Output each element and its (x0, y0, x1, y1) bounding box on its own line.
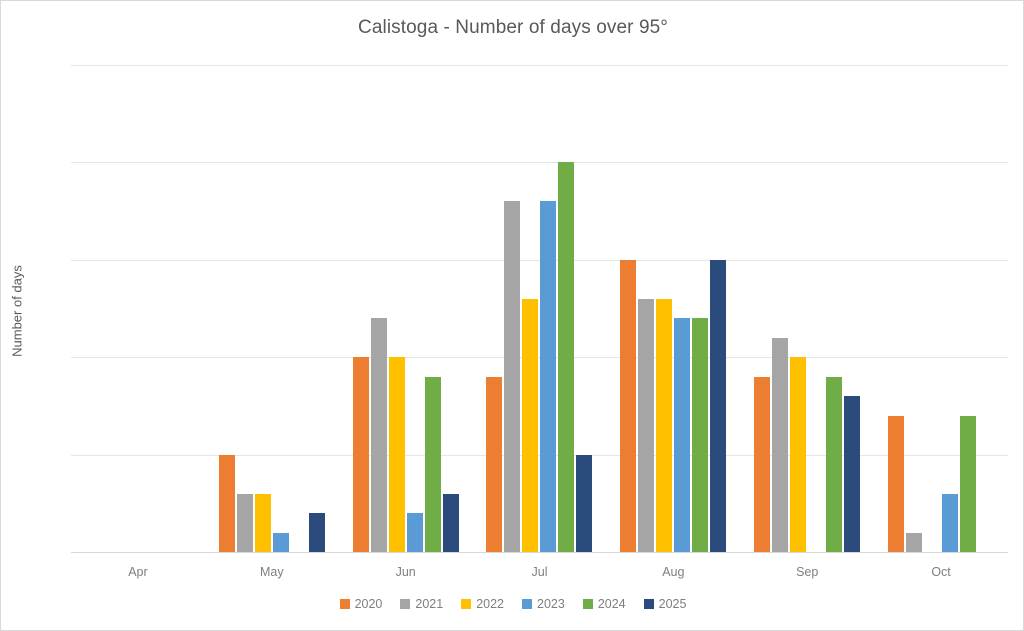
bar-group-aug (606, 65, 740, 552)
bar-jun-2020[interactable] (352, 357, 369, 552)
x-axis-label-apr: Apr (128, 565, 148, 579)
bar-aug-2025[interactable] (710, 259, 727, 552)
bar-jun-2025[interactable] (442, 493, 459, 552)
bar-may-2021[interactable] (236, 493, 253, 552)
bar-group-oct (874, 65, 1008, 552)
bar-jul-2020[interactable] (486, 376, 503, 552)
bar-sep-2020[interactable] (754, 376, 771, 552)
bar-aug-2020[interactable] (620, 259, 637, 552)
bar-group-may (205, 65, 339, 552)
x-axis-label-sep: Sep (796, 565, 819, 579)
bar-jul-2023[interactable] (540, 201, 557, 552)
legend-item-2024[interactable]: 2024 (582, 597, 626, 611)
bar-jun-2022[interactable] (388, 357, 405, 552)
bar-group-sep (740, 65, 874, 552)
bar-jul-2022[interactable] (522, 298, 539, 552)
legend-item-2025[interactable]: 2025 (643, 597, 687, 611)
plot-area: 0510152025 (71, 65, 1008, 553)
legend-label-2020: 2020 (354, 597, 383, 611)
x-axis-label-jun: Jun (395, 565, 416, 579)
legend-label-2021: 2021 (415, 597, 444, 611)
bar-oct-2020[interactable] (888, 415, 905, 552)
bar-sep-2024[interactable] (826, 376, 843, 552)
bar-aug-2023[interactable] (674, 318, 691, 552)
bar-jul-2024[interactable] (558, 162, 575, 552)
bar-aug-2022[interactable] (656, 298, 673, 552)
bar-jul-2021[interactable] (504, 201, 521, 552)
legend-label-2022: 2022 (476, 597, 504, 611)
gridline-5 (71, 454, 1008, 456)
gridline-15 (71, 259, 1008, 261)
bar-group-jun (339, 65, 473, 552)
legend-swatch-icon-2020 (339, 599, 350, 609)
x-axis-label-may: May (259, 565, 284, 579)
legend-item-2020[interactable]: 2020 (339, 597, 383, 611)
gridline-20 (71, 162, 1008, 164)
legend-swatch-icon-2024 (582, 599, 593, 609)
gridline-10 (71, 357, 1008, 359)
bar-oct-2024[interactable] (960, 415, 977, 552)
bar-jun-2024[interactable] (424, 376, 441, 552)
legend-label-2023: 2023 (537, 597, 565, 611)
bar-aug-2024[interactable] (692, 318, 709, 552)
bar-jun-2021[interactable] (370, 318, 387, 552)
legend-label-2024: 2024 (597, 597, 626, 611)
bar-sep-2025[interactable] (844, 396, 861, 552)
bar-may-2022[interactable] (254, 493, 271, 552)
bar-may-2020[interactable] (218, 454, 235, 552)
bar-group-jul (473, 65, 607, 552)
bar-sep-2021[interactable] (772, 337, 789, 552)
legend-item-2021[interactable]: 2021 (400, 597, 443, 611)
x-axis-label-oct: Oct (931, 565, 951, 579)
bar-aug-2021[interactable] (638, 298, 655, 552)
legend-swatch-icon-2021 (400, 599, 411, 609)
bar-oct-2023[interactable] (942, 493, 959, 552)
bar-group-apr (71, 65, 205, 552)
legend-swatch-icon-2022 (461, 599, 472, 609)
bar-jul-2025[interactable] (576, 454, 593, 552)
legend-item-2022[interactable]: 2022 (461, 597, 504, 611)
bar-may-2025[interactable] (308, 513, 325, 552)
chart-title: Calistoga - Number of days over 95° (358, 17, 668, 38)
x-axis-label-aug: Aug (662, 565, 685, 579)
legend-item-2023[interactable]: 2023 (522, 597, 565, 611)
legend-swatch-icon-2023 (522, 599, 532, 609)
bar-sep-2022[interactable] (790, 357, 807, 552)
x-axis-label-jul: Jul (531, 565, 548, 579)
gridline-25 (71, 65, 1008, 66)
bar-jun-2023[interactable] (406, 513, 423, 552)
legend-swatch-icon-2025 (643, 599, 654, 609)
chart-legend: 2020 2021 2022 2023 2024 2025 (1, 597, 1023, 611)
y-axis-title: Number of days (9, 265, 25, 357)
legend-label-2025: 2025 (658, 597, 687, 611)
gridline-0 (71, 552, 1008, 553)
bar-may-2023[interactable] (272, 532, 289, 552)
bar-oct-2021[interactable] (906, 532, 923, 552)
